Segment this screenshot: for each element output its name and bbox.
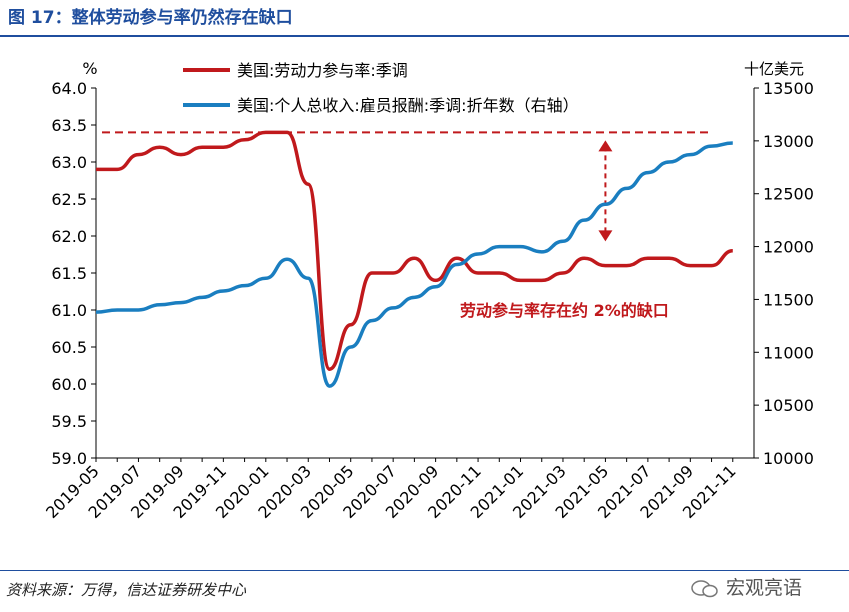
watermark-text: 宏观亮语: [726, 577, 803, 599]
left-axis-tick-label: 63.5: [51, 116, 87, 135]
right-axis-unit: 十亿美元: [744, 60, 804, 78]
left-axis-tick-label: 64.0: [51, 79, 87, 98]
right-axis-tick-label: 13500: [763, 79, 814, 98]
left-axis-tick-label: 61.5: [51, 264, 87, 283]
footer-divider: [0, 570, 849, 571]
gap-arrow-head-down: [598, 230, 613, 242]
reference-layer: [102, 131, 710, 242]
title-divider: [0, 35, 849, 37]
left-axis-tick-label: 59.5: [51, 412, 87, 431]
label-layer: 劳动参与率存在约 2%的缺口: [460, 301, 669, 320]
source-note: 资料来源：万得，信达证券研发中心: [6, 581, 247, 599]
left-axis-tick-label: 62.5: [51, 190, 87, 209]
left-axis-tick-label: 60.0: [51, 375, 87, 394]
gap-annotation: 劳动参与率存在约 2%的缺口: [460, 301, 669, 320]
gap-arrow-head-up: [598, 140, 613, 152]
legend-label-compensation: 美国:个人总收入:雇员报酬:季调:折年数（右轴）: [237, 96, 579, 115]
series-layer: [95, 130, 734, 388]
right-axis-tick-label: 10000: [763, 449, 814, 468]
left-axis-tick-label: 63.0: [51, 153, 87, 172]
left-axis-tick-label: 59.0: [51, 449, 87, 468]
legend-label-participation: 美国:劳动力参与率:季调: [237, 61, 408, 80]
participation-rate-line: [95, 130, 734, 371]
right-axis-tick-label: 11500: [763, 290, 814, 309]
right-axis-tick-label: 11000: [763, 343, 814, 362]
left-axis-tick-label: 60.5: [51, 338, 87, 357]
wechat-icon: [691, 579, 718, 597]
employee-compensation-line: [95, 141, 733, 388]
right-axis-tick-label: 12000: [763, 238, 814, 257]
right-axis-tick-label: 13000: [763, 132, 814, 151]
left-axis-tick-label: 62.0: [51, 227, 87, 246]
right-axis-tick-label: 10500: [763, 396, 814, 415]
right-axis-tick-label: 12500: [763, 185, 814, 204]
left-axis-tick-label: 61.0: [51, 301, 87, 320]
figure-title: 图 17：整体劳动参与率仍然存在缺口: [8, 8, 293, 28]
left-axis-unit: %: [82, 59, 97, 78]
watermark: 宏观亮语: [690, 573, 802, 600]
dual-axis-line-chart: 59.0 59.5 60.0 60.5 61.0 61.5 62.0 62.5 63.0 63.5…: [42, 59, 814, 522]
